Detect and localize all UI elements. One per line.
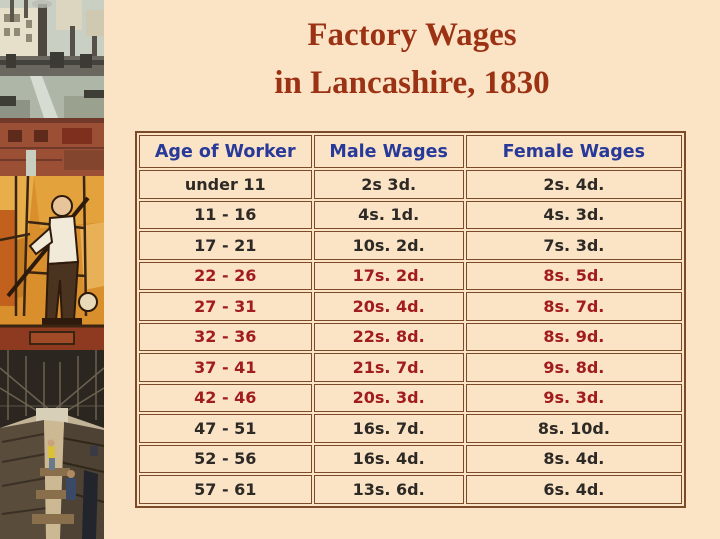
table-row: 32 - 36 22s. 8d. 8s. 9d.	[139, 322, 682, 351]
table-row: 42 - 46 20s. 3d. 9s. 3d.	[139, 383, 682, 412]
age-cell: 47 - 51	[139, 414, 312, 443]
female-wage-cell: 2s. 4d.	[465, 170, 682, 199]
age-cell: under 11	[139, 170, 312, 199]
col-header-age: Age of Worker	[139, 135, 312, 168]
age-cell: 57 - 61	[139, 475, 312, 504]
female-wage-cell: 8s. 4d.	[465, 444, 682, 473]
col-header-female-wages: Female Wages	[465, 135, 682, 168]
male-wage-cell: 4s. 1d.	[313, 200, 464, 229]
table-header-row: Age of Worker Male Wages Female Wages	[139, 135, 682, 168]
age-cell: 52 - 56	[139, 444, 312, 473]
title-line-2: in Lancashire, 1830	[274, 64, 550, 101]
female-wage-cell: 4s. 3d.	[465, 200, 682, 229]
table-row: 11 - 16 4s. 1d. 4s. 3d.	[139, 200, 682, 229]
female-wage-cell: 9s. 3d.	[465, 383, 682, 412]
female-wage-cell: 7s. 3d.	[465, 231, 682, 260]
title-line-1: Factory Wages	[307, 17, 517, 53]
male-wage-cell: 10s. 2d.	[313, 231, 464, 260]
age-cell: 22 - 26	[139, 261, 312, 290]
age-cell: 27 - 31	[139, 292, 312, 321]
col-header-male-wages: Male Wages	[313, 135, 464, 168]
female-wage-cell: 8s. 9d.	[465, 322, 682, 351]
male-wage-cell: 20s. 4d.	[313, 292, 464, 321]
age-cell: 11 - 16	[139, 200, 312, 229]
table-row: 57 - 61 13s. 6d. 6s. 4d.	[139, 475, 682, 504]
age-cell: 17 - 21	[139, 231, 312, 260]
wage-table: Age of Worker Male Wages Female Wages un…	[135, 131, 686, 508]
female-wage-cell: 8s. 7d.	[465, 292, 682, 321]
female-wage-cell: 8s. 10d.	[465, 414, 682, 443]
table-row: under 11 2s 3d. 2s. 4d.	[139, 170, 682, 199]
stained-glass-worker-image	[0, 176, 104, 350]
age-cell: 32 - 36	[139, 322, 312, 351]
male-wage-cell: 2s 3d.	[313, 170, 464, 199]
female-wage-cell: 6s. 4d.	[465, 475, 682, 504]
table-row: 47 - 51 16s. 7d. 8s. 10d.	[139, 414, 682, 443]
male-wage-cell: 13s. 6d.	[313, 475, 464, 504]
table-row: 37 - 41 21s. 7d. 9s. 8d.	[139, 353, 682, 382]
male-wage-cell: 20s. 3d.	[313, 383, 464, 412]
age-cell: 42 - 46	[139, 383, 312, 412]
table-row: 22 - 26 17s. 2d. 8s. 5d.	[139, 261, 682, 290]
industrial-landscape-image	[0, 0, 104, 176]
male-wage-cell: 16s. 7d.	[313, 414, 464, 443]
male-wage-cell: 17s. 2d.	[313, 261, 464, 290]
slide-title: Factory Wages in Lancashire, 1830	[104, 12, 720, 108]
table-row: 52 - 56 16s. 4d. 8s. 4d.	[139, 444, 682, 473]
table-row: 17 - 21 10s. 2d. 7s. 3d.	[139, 231, 682, 260]
photo-collage-strip	[0, 0, 104, 539]
male-wage-cell: 21s. 7d.	[313, 353, 464, 382]
table-row: 27 - 31 20s. 4d. 8s. 7d.	[139, 292, 682, 321]
female-wage-cell: 9s. 8d.	[465, 353, 682, 382]
slide-content: Factory Wages in Lancashire, 1830 Age of…	[104, 0, 720, 539]
age-cell: 37 - 41	[139, 353, 312, 382]
female-wage-cell: 8s. 5d.	[465, 261, 682, 290]
mill-interior-image	[0, 350, 104, 539]
male-wage-cell: 22s. 8d.	[313, 322, 464, 351]
male-wage-cell: 16s. 4d.	[313, 444, 464, 473]
